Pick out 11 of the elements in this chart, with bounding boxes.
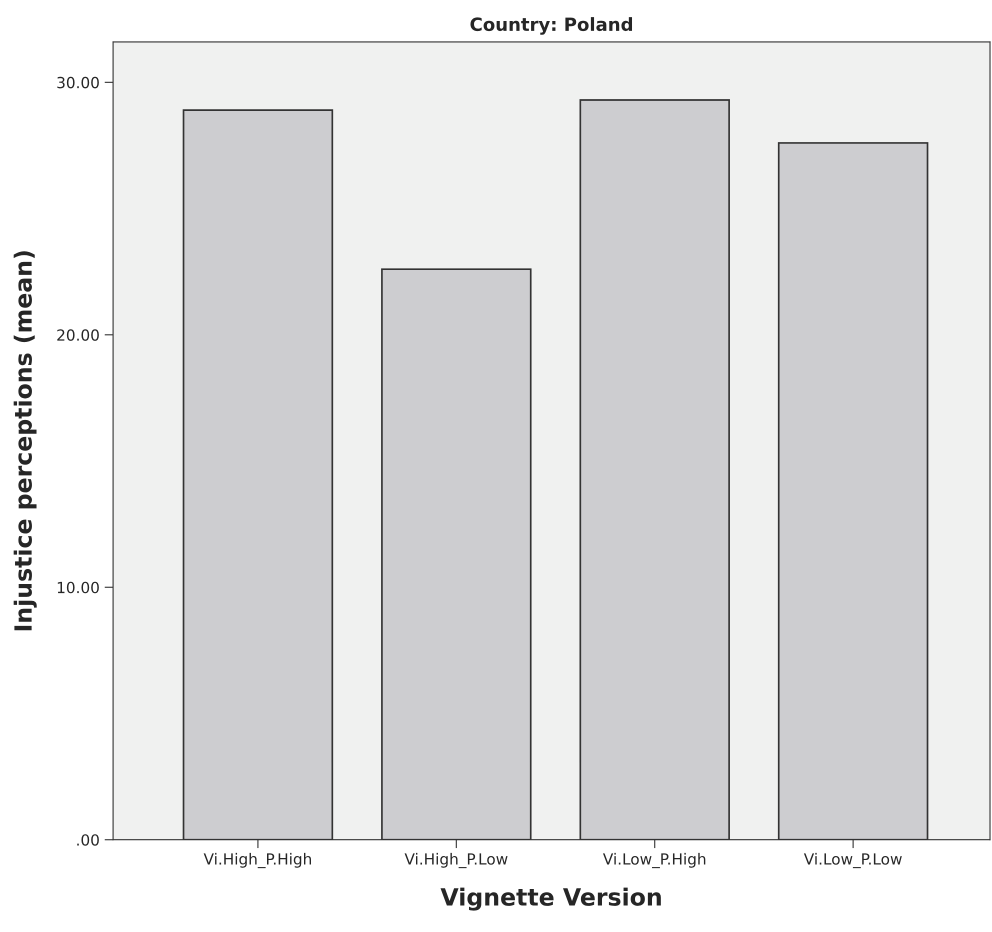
x-axis-title: Vignette Version (440, 888, 661, 911)
y-axis-title: Injustice perceptions (mean) (14, 251, 37, 630)
x-tick-label: Vi.High_P.Low (404, 852, 508, 868)
y-tick-label: .00 (77, 834, 99, 846)
x-tick-label: Vi.High_P.High (204, 852, 311, 868)
x-tick-label: Vi.Low_P.High (602, 852, 706, 868)
y-tick-label: 20.00 (57, 329, 99, 341)
x-tick-label: Vi.Low_P.Low (804, 852, 902, 868)
chart-title: Country: Poland (470, 17, 632, 35)
y-tick-label: 10.00 (58, 582, 99, 594)
y-tick-label: 30.00 (57, 76, 99, 88)
